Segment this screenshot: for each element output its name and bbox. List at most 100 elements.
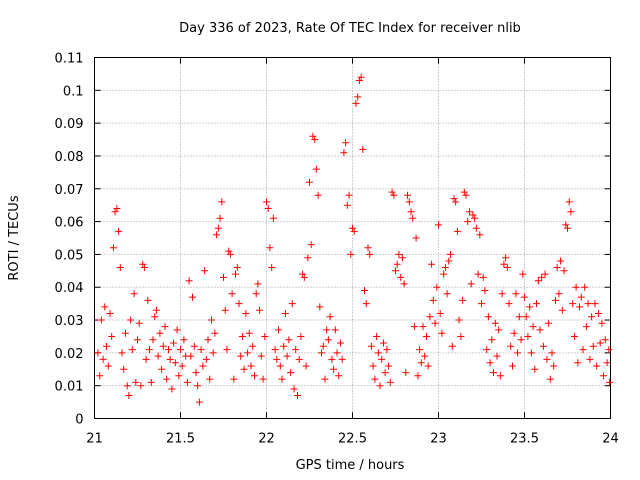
data-point xyxy=(218,198,226,206)
data-point xyxy=(101,303,109,311)
data-point xyxy=(306,178,313,186)
data-point xyxy=(536,326,544,334)
data-point xyxy=(152,306,160,314)
data-point xyxy=(421,352,429,360)
data-point xyxy=(574,359,582,367)
x-tick-label: 23.5 xyxy=(510,432,539,447)
data-point xyxy=(237,352,245,360)
data-point xyxy=(216,214,224,222)
data-point xyxy=(142,355,150,363)
data-point xyxy=(99,355,107,363)
data-point xyxy=(570,333,578,340)
data-point xyxy=(149,336,157,344)
y-tick-label: 0.11 xyxy=(55,52,84,67)
data-point xyxy=(564,224,571,232)
data-point xyxy=(139,260,147,268)
data-point xyxy=(202,355,210,363)
data-point xyxy=(577,293,585,301)
data-point xyxy=(275,326,282,334)
data-point xyxy=(192,369,200,377)
data-point xyxy=(483,346,491,354)
data-point xyxy=(484,313,492,321)
data-point xyxy=(496,372,504,380)
data-point xyxy=(490,369,497,377)
data-point xyxy=(238,333,246,340)
data-point xyxy=(481,287,489,294)
data-point xyxy=(545,319,553,327)
data-point xyxy=(281,310,289,317)
data-point xyxy=(323,326,331,334)
data-point xyxy=(517,336,525,344)
data-point xyxy=(280,342,288,350)
data-point xyxy=(355,77,363,84)
data-point xyxy=(524,333,532,340)
y-tick-label: 0.06 xyxy=(55,216,84,231)
data-point xyxy=(553,264,561,271)
data-point xyxy=(189,293,196,301)
data-point xyxy=(168,385,176,393)
data-point xyxy=(428,260,436,268)
data-point xyxy=(340,149,348,157)
data-point xyxy=(378,355,386,363)
data-point xyxy=(137,382,145,390)
data-point xyxy=(166,355,174,363)
data-point xyxy=(369,362,377,370)
data-point xyxy=(263,198,270,206)
data-point xyxy=(180,336,188,344)
data-point xyxy=(328,355,336,363)
data-point xyxy=(299,270,307,278)
data-point xyxy=(555,290,563,298)
data-point xyxy=(226,250,234,258)
data-point xyxy=(221,306,229,314)
data-point xyxy=(333,349,341,357)
data-point xyxy=(409,214,417,222)
data-point xyxy=(560,267,568,275)
data-point xyxy=(259,375,267,383)
data-point xyxy=(359,145,367,153)
data-point xyxy=(190,342,198,350)
data-point xyxy=(390,191,398,199)
data-point xyxy=(252,290,260,298)
data-point xyxy=(380,339,387,347)
data-point xyxy=(488,336,496,344)
data-point xyxy=(567,208,575,216)
data-point xyxy=(103,342,110,350)
data-point xyxy=(230,375,238,383)
data-point xyxy=(598,319,606,327)
data-point xyxy=(395,250,403,258)
data-point xyxy=(445,257,453,265)
data-point xyxy=(342,139,350,147)
data-point xyxy=(228,290,236,298)
data-point xyxy=(185,277,193,285)
data-point xyxy=(343,201,351,209)
data-point xyxy=(447,250,454,258)
data-point xyxy=(486,359,494,367)
data-point xyxy=(307,241,315,249)
data-point xyxy=(156,329,164,337)
data-point xyxy=(108,333,116,340)
data-point xyxy=(493,352,501,360)
data-point xyxy=(410,323,418,331)
data-point xyxy=(120,365,128,373)
data-point xyxy=(249,342,257,350)
data-point xyxy=(283,352,291,360)
data-point xyxy=(435,221,442,229)
x-tick-label: 22 xyxy=(258,432,275,447)
data-point xyxy=(498,290,506,298)
data-point xyxy=(534,277,542,285)
data-point xyxy=(288,300,296,308)
data-points xyxy=(94,73,614,406)
x-tick-label: 22.5 xyxy=(338,432,367,447)
data-point xyxy=(405,198,413,206)
x-tick-label: 21 xyxy=(86,432,103,447)
data-point xyxy=(424,362,432,370)
data-point xyxy=(134,336,141,344)
data-point xyxy=(562,221,570,229)
data-point xyxy=(522,313,530,321)
data-point xyxy=(438,329,446,337)
data-point xyxy=(606,378,614,386)
data-point xyxy=(297,333,305,340)
chart-title: Day 336 of 2023, Rate Of TEC Index for r… xyxy=(179,21,521,36)
data-point xyxy=(116,264,124,271)
